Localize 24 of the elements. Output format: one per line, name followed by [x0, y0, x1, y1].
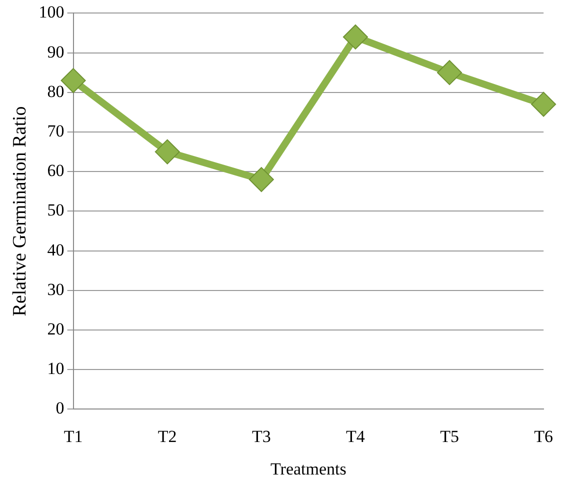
x-tick-label: T3	[252, 426, 271, 446]
x-tick-label: T2	[158, 426, 177, 446]
point	[342, 24, 368, 50]
y-tick-label: 40	[47, 240, 64, 260]
y-tick-label: 100	[38, 2, 64, 22]
x-tick-label: T6	[534, 426, 554, 446]
y-tick-label: 20	[47, 319, 64, 338]
point	[248, 167, 274, 192]
y-tick-label: 60	[47, 161, 64, 180]
x-tick-label: T5	[440, 426, 459, 446]
y-tick-label: 90	[47, 42, 64, 62]
y-tick-label: 50	[47, 200, 64, 220]
y-tick-label: 10	[47, 359, 64, 378]
y-tick-label: 80	[47, 82, 64, 101]
x-tick-label: T1	[64, 426, 83, 446]
y-tick-label: 30	[47, 280, 64, 299]
point	[531, 92, 556, 117]
y-tick-label: 0	[56, 398, 64, 418]
point	[154, 139, 180, 164]
x-tick-label: T4	[346, 426, 366, 446]
y-axis-title: Relative Germination Ratio	[9, 106, 30, 316]
point	[437, 60, 462, 86]
x-axis-title: Treatments	[270, 459, 346, 478]
y-tick-label: 70	[47, 121, 64, 140]
